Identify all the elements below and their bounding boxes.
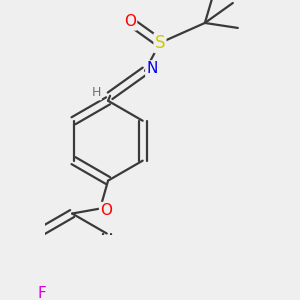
Text: F: F (38, 286, 46, 300)
Text: H: H (92, 86, 101, 99)
Text: S: S (155, 34, 165, 52)
Text: O: O (100, 203, 112, 218)
Text: N: N (146, 61, 158, 76)
Text: O: O (124, 14, 136, 29)
